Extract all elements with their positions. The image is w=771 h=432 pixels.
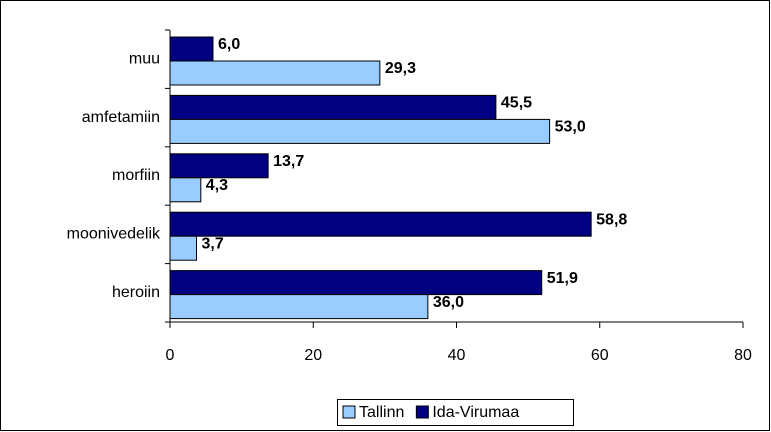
bar xyxy=(169,294,429,320)
value-label: 4,3 xyxy=(206,177,228,194)
legend-swatch xyxy=(415,405,429,419)
x-tick-label: 0 xyxy=(166,347,175,364)
bar xyxy=(169,270,543,296)
x-tick-label: 80 xyxy=(734,347,752,364)
y-tick-label: heroiin xyxy=(112,284,160,301)
value-label: 51,9 xyxy=(547,270,578,287)
y-tick-label: amfetamiin xyxy=(82,109,160,126)
value-label: 36,0 xyxy=(433,294,464,311)
value-label: 45,5 xyxy=(501,95,532,112)
y-tick-label: moonivedelik xyxy=(67,226,161,243)
bar xyxy=(169,118,551,144)
bar xyxy=(169,94,497,120)
bar xyxy=(169,36,214,62)
legend-box xyxy=(337,399,574,426)
value-label: 58,8 xyxy=(596,211,627,228)
y-tick-label: morfiin xyxy=(112,167,160,184)
value-label: 53,0 xyxy=(555,119,586,136)
y-tick-label: muu xyxy=(129,50,160,67)
x-tick-label: 60 xyxy=(591,347,609,364)
bar xyxy=(169,177,202,203)
value-label: 29,3 xyxy=(385,60,416,77)
value-label: 6,0 xyxy=(218,36,240,53)
value-label: 3,7 xyxy=(202,235,224,252)
legend-label: Ida-Virumaa xyxy=(432,404,519,421)
bar xyxy=(169,153,269,179)
x-tick-label: 40 xyxy=(448,347,466,364)
legend-swatch xyxy=(342,405,356,419)
bar xyxy=(169,60,381,86)
bar xyxy=(169,235,198,261)
legend-label: Tallinn xyxy=(359,404,404,421)
bar xyxy=(169,211,592,237)
value-label: 13,7 xyxy=(273,153,304,170)
x-tick-label: 20 xyxy=(304,347,322,364)
